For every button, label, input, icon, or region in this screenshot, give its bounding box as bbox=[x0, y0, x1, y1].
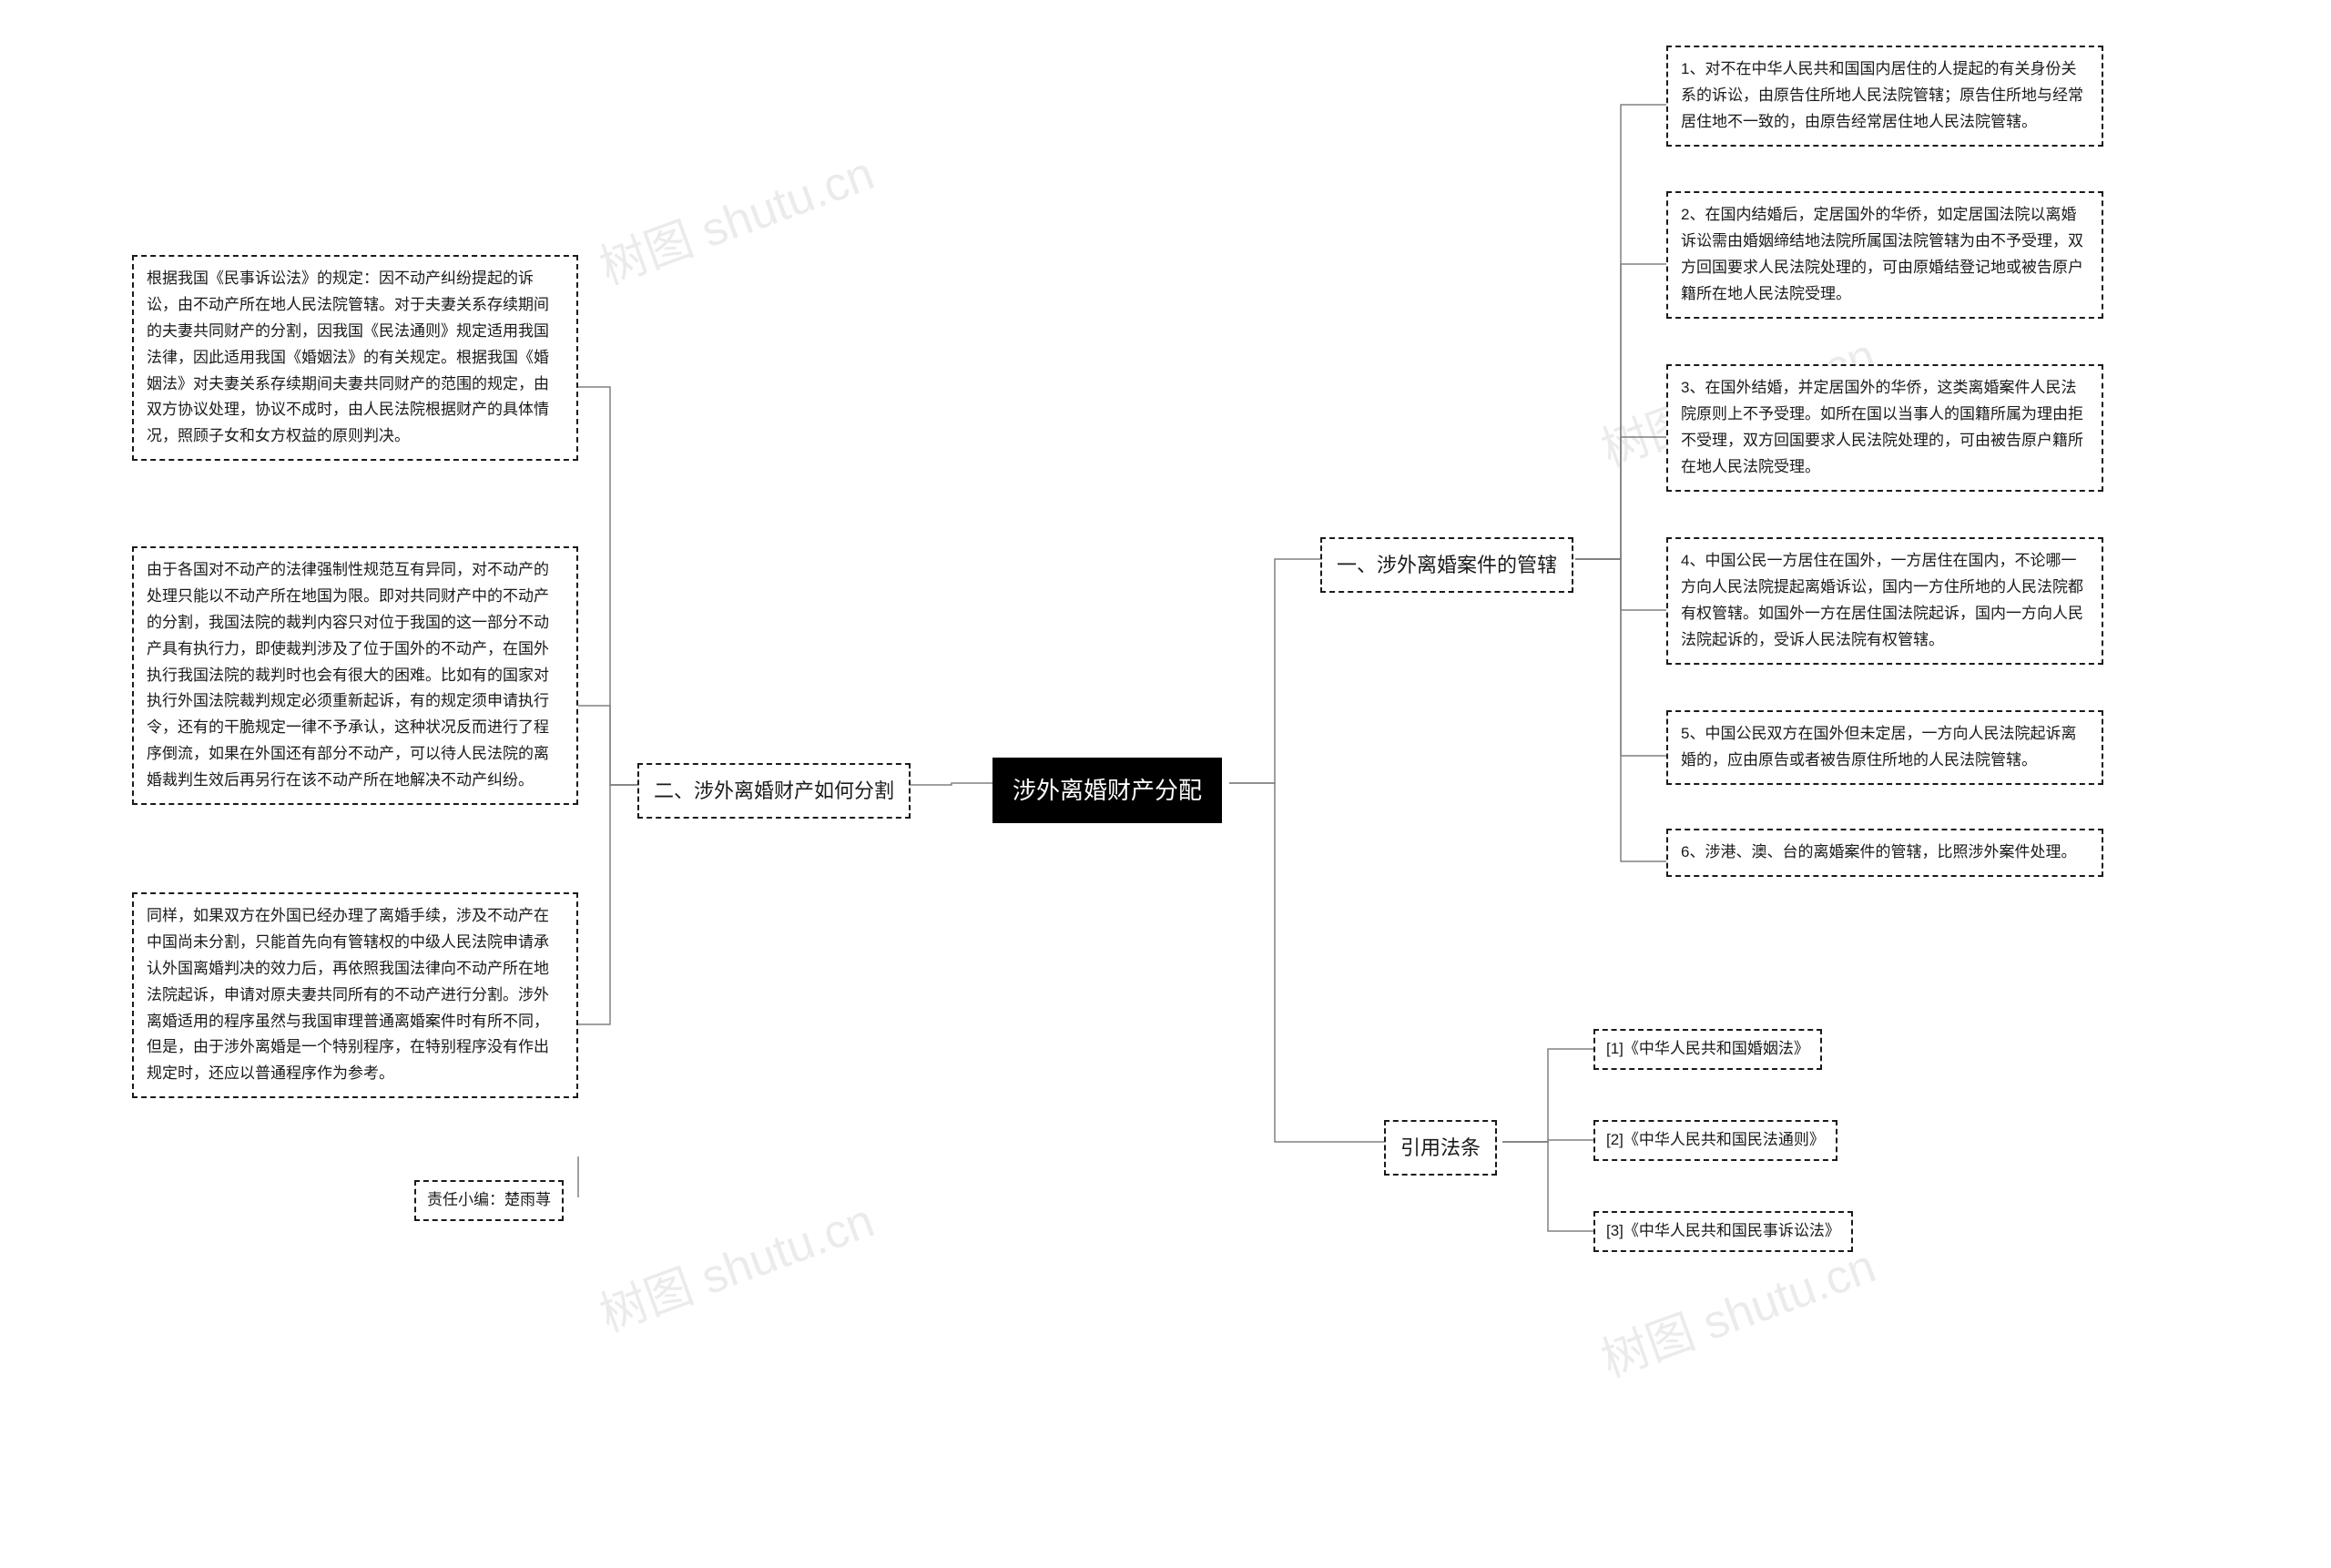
leaf-jurisdiction-4: 4、中国公民一方居住在国外，一方居住在国内，不论哪一方向人民法院提起离婚诉讼，国… bbox=[1666, 537, 2103, 665]
watermark: 树图 shutu.cn bbox=[1591, 1227, 1884, 1390]
leaf-citation-1: [1]《中华人民共和国婚姻法》 bbox=[1593, 1029, 1822, 1070]
leaf-citation-2: [2]《中华人民共和国民法通则》 bbox=[1593, 1120, 1837, 1161]
watermark: 树图 shutu.cn bbox=[589, 135, 882, 297]
leaf-jurisdiction-1: 1、对不在中华人民共和国国内居住的人提起的有关身份关系的诉讼，由原告住所地人民法… bbox=[1666, 46, 2103, 147]
branch-jurisdiction: 一、涉外离婚案件的管辖 bbox=[1320, 537, 1573, 593]
watermark: 树图 shutu.cn bbox=[589, 1182, 882, 1344]
leaf-jurisdiction-2: 2、在国内结婚后，定居国外的华侨，如定居国法院以离婚诉讼需由婚姻缔结地法院所属国… bbox=[1666, 191, 2103, 319]
leaf-citation-3: [3]《中华人民共和国民事诉讼法》 bbox=[1593, 1211, 1853, 1252]
leaf-division-1: 根据我国《民事诉讼法》的规定：因不动产纠纷提起的诉讼，由不动产所在地人民法院管辖… bbox=[132, 255, 578, 461]
leaf-division-2: 由于各国对不动产的法律强制性规范互有异同，对不动产的处理只能以不动产所在地国为限… bbox=[132, 546, 578, 805]
leaf-jurisdiction-6: 6、涉港、澳、台的离婚案件的管辖，比照涉外案件处理。 bbox=[1666, 829, 2103, 877]
root-node: 涉外离婚财产分配 bbox=[992, 758, 1222, 823]
leaf-editor-footer: 责任小编：楚雨荨 bbox=[414, 1180, 564, 1221]
branch-citations: 引用法条 bbox=[1384, 1120, 1497, 1176]
leaf-jurisdiction-3: 3、在国外结婚，并定居国外的华侨，这类离婚案件人民法院原则上不予受理。如所在国以… bbox=[1666, 364, 2103, 492]
leaf-division-3: 同样，如果双方在外国已经办理了离婚手续，涉及不动产在中国尚未分割，只能首先向有管… bbox=[132, 892, 578, 1098]
mindmap-canvas: 树图 shutu.cn 树图 shutu.cn 树图 shutu.cn 树图 s… bbox=[0, 0, 2331, 1568]
leaf-jurisdiction-5: 5、中国公民双方在国外但未定居，一方向人民法院起诉离婚的，应由原告或者被告原住所… bbox=[1666, 710, 2103, 785]
branch-division: 二、涉外离婚财产如何分割 bbox=[637, 763, 911, 819]
